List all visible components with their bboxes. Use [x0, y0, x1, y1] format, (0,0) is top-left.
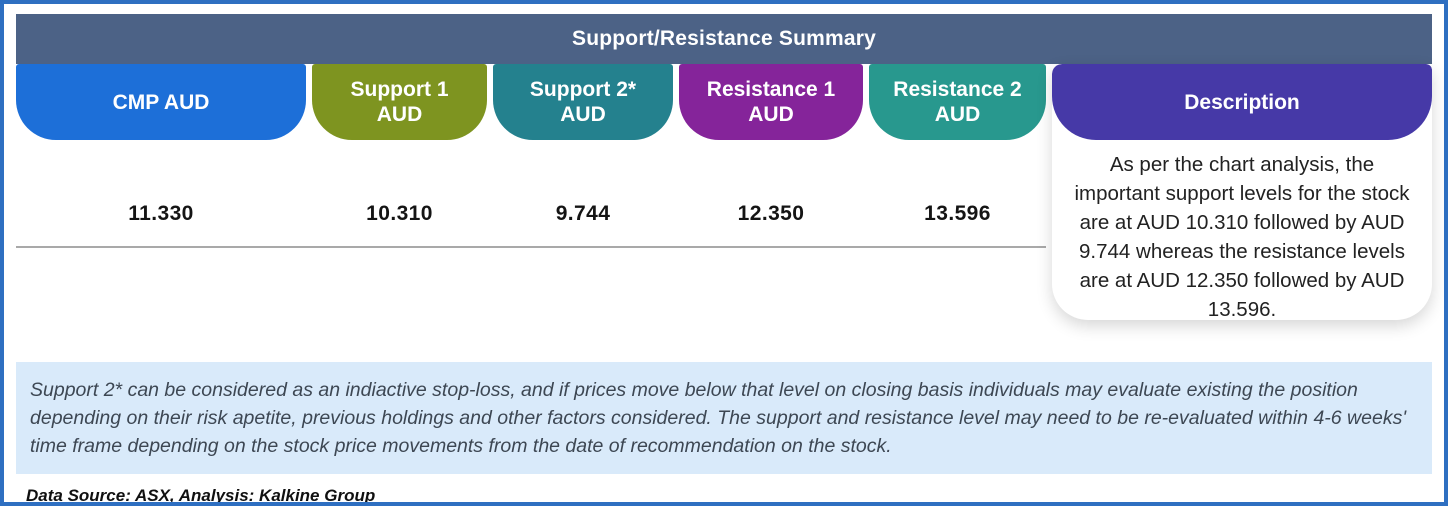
value-cell-support-1-aud: 10.310 [366, 202, 433, 225]
column-header-label: Resistance 1 AUD [706, 78, 836, 126]
column-header-support-2-aud: Support 2* AUD [493, 64, 673, 140]
column-headers-row: CMP AUD Support 1 AUD Support 2* AUD Resist… [16, 64, 1046, 140]
column-header-resistance-1-aud: Resistance 1 AUD [679, 64, 863, 140]
table-body: CMP AUD Support 1 AUD Support 2* AUD Resist… [16, 64, 1432, 320]
value-cell-resistance-2-aud: 13.596 [924, 202, 991, 225]
value-cell-resistance-1-aud: 12.350 [737, 202, 805, 225]
divider-line [16, 246, 1046, 248]
table-title: Support/Resistance Summary [572, 27, 876, 50]
description-header-label: Description [1184, 90, 1300, 114]
column-header-description: Description [1052, 64, 1432, 140]
summary-table: CMP AUD Support 1 AUD Support 2* AUD Resist… [16, 64, 1046, 248]
description-text: As per the chart analysis, the important… [1074, 153, 1410, 320]
column-header-label: Resistance 2 AUD [893, 78, 1022, 126]
footnote-box: Support 2* can be considered as an india… [16, 362, 1432, 474]
footnote-text: Support 2* can be considered as an india… [30, 379, 1407, 457]
column-header-label: Support 2* AUD [529, 78, 637, 126]
column-header-resistance-2-aud: Resistance 2 AUD [869, 64, 1046, 140]
value-cell-cmp-aud: 11.330 [128, 202, 194, 225]
data-source-text: Data Source: ASX, Analysis: Kalkine Grou… [26, 486, 376, 505]
column-header-cmp-aud: CMP AUD [16, 64, 306, 140]
column-header-label: CMP AUD [112, 90, 210, 114]
column-header-support-1-aud: Support 1 AUD [312, 64, 487, 140]
value-cell-support-2-aud: 9.744 [555, 202, 611, 225]
description-card: Description As per the chart analysis, t… [1052, 64, 1432, 320]
column-header-label: Support 1 AUD [350, 78, 449, 126]
table-title-bar: Support/Resistance Summary [16, 14, 1432, 64]
values-row: 11.330 10.310 9.744 12.350 13.596 [16, 202, 1046, 226]
